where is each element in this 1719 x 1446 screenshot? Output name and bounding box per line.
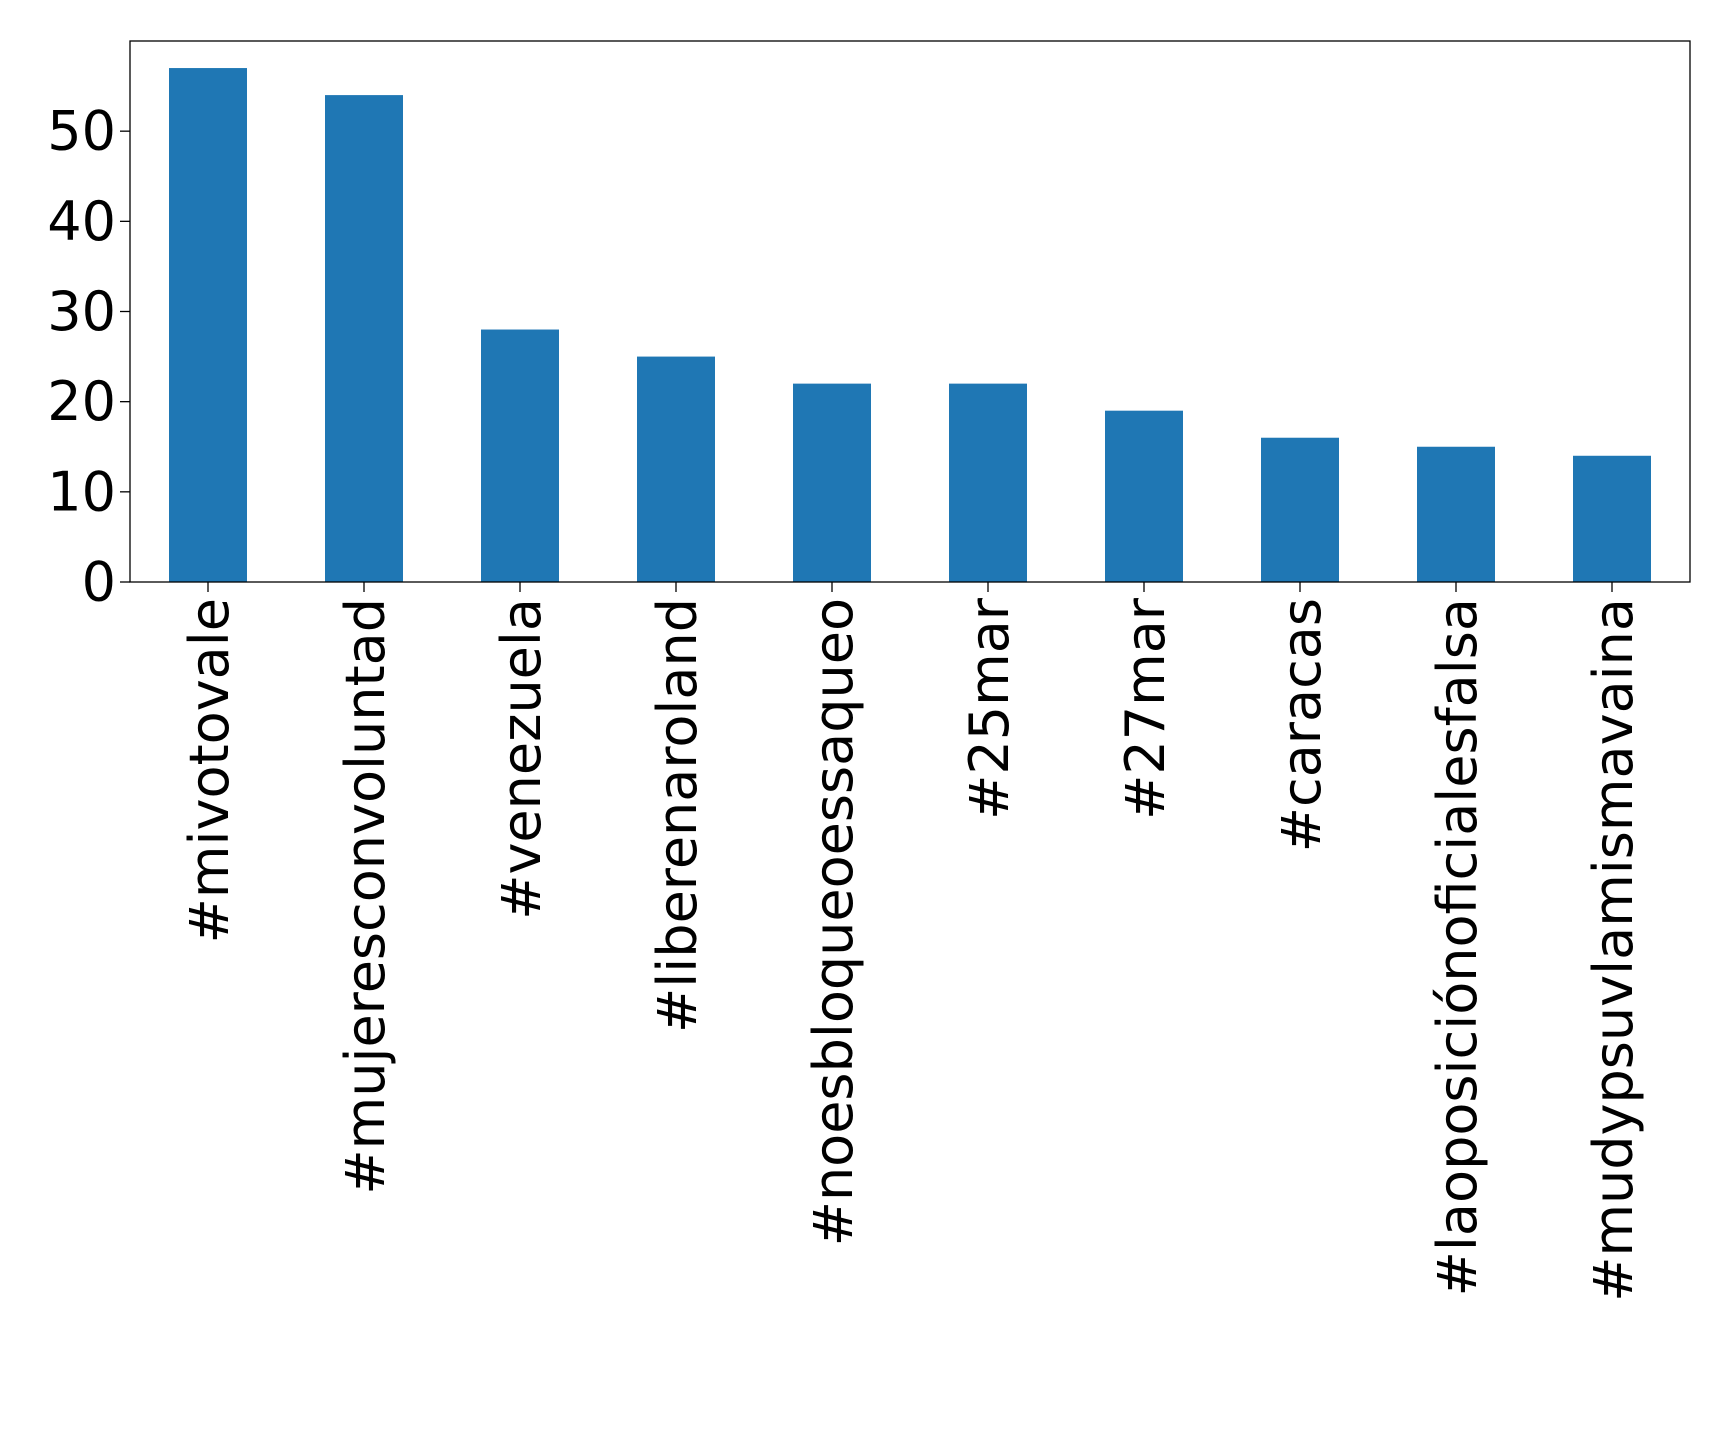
x-tick-label: #noesbloqueoessaqueo (802, 598, 865, 1246)
x-tick-label: #mudypsuvlamismavaina (1582, 598, 1645, 1302)
y-tick-label: 0 (82, 551, 116, 614)
bar-27mar (1105, 410, 1183, 582)
bar-mujeresconvoluntad (325, 95, 403, 582)
x-tick-label: #laoposiciónoficialesfalsa (1426, 598, 1489, 1296)
bar-caracas (1261, 437, 1339, 582)
bars-layer (169, 68, 1651, 583)
bar-mivotovale (169, 68, 247, 583)
x-tick-label: #liberenaroland (646, 598, 709, 1033)
x-axis-ticks: #mivotovale #mujeresconvoluntad #venezuela… (178, 582, 1645, 1302)
y-tick-label: 50 (47, 100, 116, 163)
y-tick-label: 20 (47, 370, 116, 433)
x-tick-label: #mivotovale (178, 598, 241, 943)
x-tick-label: #mujeresconvoluntad (334, 598, 397, 1195)
x-tick-label: #caracas (1270, 598, 1333, 852)
x-tick-label: #27mar (1114, 597, 1177, 820)
bar-venezuela (481, 329, 559, 582)
bar-25mar (949, 383, 1027, 582)
x-tick-label: #25mar (958, 597, 1021, 820)
bar-laoposiciónoficialesfalsa (1417, 446, 1495, 582)
y-tick-label: 10 (47, 460, 116, 523)
bar-mudypsuvlamismavaina (1573, 455, 1651, 582)
bar-noesbloqueoessaqueo (793, 383, 871, 582)
y-tick-label: 30 (47, 280, 116, 343)
y-axis-ticks: 0 10 20 30 40 50 (47, 100, 130, 614)
bar-liberenaroland (637, 356, 715, 582)
y-tick-label: 40 (47, 190, 116, 253)
x-tick-label: #venezuela (490, 598, 553, 920)
